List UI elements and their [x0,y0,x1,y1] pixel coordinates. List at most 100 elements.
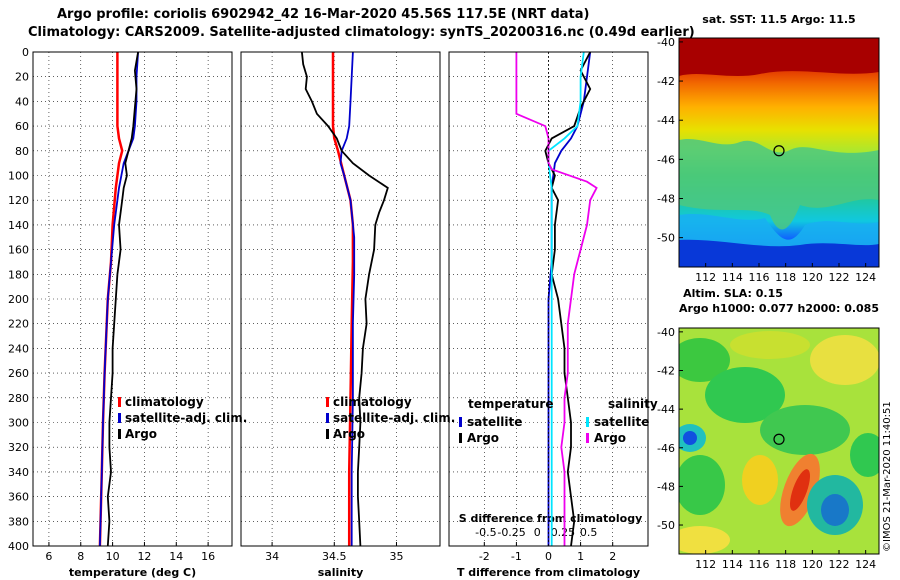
sst-coldest-water [679,239,879,267]
map-y-tick-label: -50 [657,232,675,245]
x2-tick-label: 0 [534,526,541,539]
map-x-tick-label: 122 [829,558,850,571]
x-tick-label: 0 [545,550,552,563]
y-tick-label: 40 [15,95,29,108]
map-x-tick-label: 120 [802,271,823,284]
legend-swatch [459,433,462,443]
map-x-tick-label: 112 [695,271,716,284]
figure-title-line1: Argo profile: coriolis 6902942_42 16-Mar… [57,7,590,22]
legend-swatch [586,417,589,427]
legend-swatch [118,413,121,423]
map-y-tick-label: -40 [657,36,675,49]
sla-map-title: Altim. SLA: 0.15 [683,287,783,300]
panel-frame [240,51,441,547]
x-tick-label: 12 [137,550,151,563]
series-satellite-adj-clim- [99,51,139,547]
x-tick-label: 35 [389,550,403,563]
legend-swatch [118,397,121,407]
x2-tick-label: 0.25 [551,526,576,539]
map-y-tick-label: -46 [657,153,675,166]
series-salinity-satellite [547,51,585,546]
map-x-tick-label: 116 [749,271,770,284]
legend-label: climatology [333,395,412,409]
legend-label: Argo [333,427,365,441]
legend-label: satellite-adj. clim. [125,411,247,425]
map-x-tick-label: 114 [722,558,743,571]
y-tick-label: 340 [8,466,29,479]
legend-label: Argo [467,431,499,445]
map-y-tick-label: -42 [657,364,675,377]
y-tick-label: 360 [8,491,29,504]
y-tick-label: 100 [8,170,29,183]
map-x-tick-label: 118 [775,271,796,284]
y-tick-label: 80 [15,145,29,158]
imos-credit: ©IMOS 21-Mar-2020 11:40:51 [882,401,893,552]
legend-label: satellite [594,415,649,429]
y-tick-label: 400 [8,540,29,553]
series-satellite-adj-clim- [339,51,356,546]
x-tick-label: 6 [45,550,52,563]
sst-map-axes: 112 114 116 118 120 122 124 -40 -42 -44 -46 -48 -50 [657,36,876,284]
panel-frame [448,51,649,547]
map-y-tick-label: -50 [657,519,675,532]
legend-label: satellite [467,415,522,429]
x-tick-label: 14 [169,550,183,563]
map-y-tick-label: -48 [657,192,675,205]
sst-map-title: sat. SST: 11.5 Argo: 11.5 [702,13,855,26]
sla-map: Altim. SLA: 0.15 Argo h1000: 0.077 h2000… [657,287,880,571]
x2-tick-label: -0.5 [475,526,496,539]
y-tick-label: 180 [8,268,29,281]
y-tick-label: 280 [8,392,29,405]
map-x-tick-label: 124 [855,271,876,284]
panel-difference: -2 -1 0 1 2 -0.5 -0.25 0 0.25 0.5S difference fro… [448,51,658,579]
map-y-tick-label: -40 [657,326,675,339]
argo-float-marker-sla [773,433,785,445]
legend-swatch [118,429,121,439]
legend-heading: temperature [468,397,553,411]
x2-axis-label: S difference from climatology [459,512,643,525]
panel-frame [32,51,233,547]
y-tick-label: 60 [15,120,29,133]
x-axis-label: T difference from climatology [457,566,640,579]
map-y-tick-label: -48 [657,480,675,493]
x-tick-label: 34.5 [322,550,347,563]
figure-title-line2: Climatology: CARS2009. Satellite-adjuste… [28,25,695,40]
map-y-tick-label: -46 [657,442,675,455]
y-tick-label: 160 [8,244,29,257]
map-x-tick-label: 124 [855,558,876,571]
map-x-tick-label: 118 [775,558,796,571]
y-tick-label: 320 [8,441,29,454]
x-axis-label: salinity [318,566,364,579]
series-argo [106,51,139,547]
sst-front-green [679,138,879,230]
map-x-tick-label: 114 [722,271,743,284]
argo-float-marker-sst [773,145,785,157]
sst-map: sat. SST: 11.5 Argo: 11.5 112 114 116 118 12… [657,13,880,284]
map-y-tick-label: -42 [657,75,675,88]
y-tick-label: 140 [8,219,29,232]
y-tick-label: 120 [8,194,29,207]
map-y-tick-label: -44 [657,114,675,127]
map-x-tick-label: 122 [829,271,850,284]
legend-label: Argo [125,427,157,441]
legend-heading: salinity [608,397,658,411]
series-argo [301,51,389,547]
legend-swatch [459,417,462,427]
y-tick-label: 0 [22,46,29,59]
series-temperature-argo [544,51,592,547]
x-tick-label: 1 [577,550,584,563]
y-tick-label: 20 [15,71,29,84]
x-tick-label: 8 [77,550,84,563]
map-x-tick-label: 120 [802,558,823,571]
map-x-tick-label: 112 [695,558,716,571]
x2-tick-label: -0.25 [497,526,525,539]
x-tick-label: -2 [479,550,490,563]
legend-label: Argo [594,431,626,445]
y-tick-label: 260 [8,367,29,380]
y-tick-label: 300 [8,417,29,430]
legend-swatch [586,433,589,443]
panel-temperature: 6 8 10 12 14 16020406080100120140160180200220… [8,46,247,579]
x-axis-label: temperature (deg C) [69,566,196,579]
x-tick-label: 34 [265,550,279,563]
